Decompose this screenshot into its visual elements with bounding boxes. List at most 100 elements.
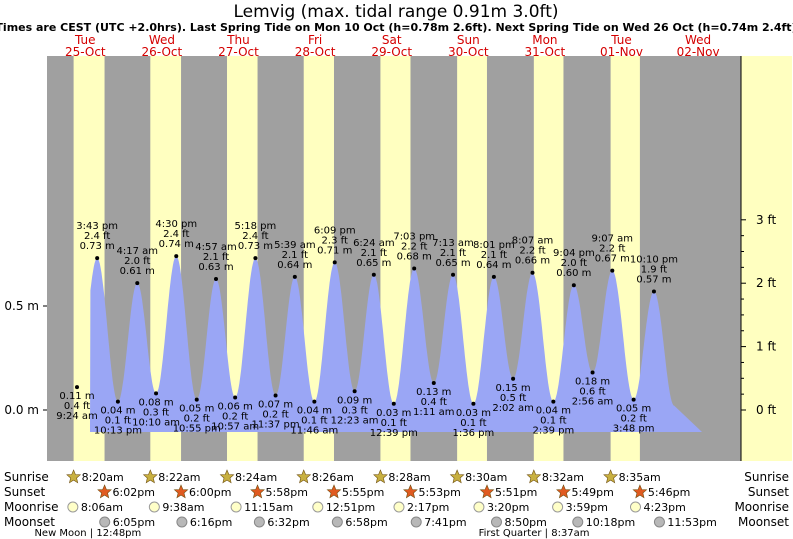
moonrise-time: 12:51pm	[326, 501, 375, 514]
sunrise-row-label-left: Sunrise	[4, 470, 49, 484]
moon-phase-label: New Moon | 12:48pm	[34, 528, 141, 539]
low-tide-label: 0.4 ft	[421, 397, 447, 408]
tide-point	[233, 395, 238, 400]
sunset-icon	[250, 484, 265, 499]
day-name: Mon	[532, 33, 557, 47]
low-tide-label: 0.05 m	[616, 404, 651, 415]
high-tide-label: 2.1 ft	[361, 248, 387, 259]
low-tide-label: 0.5 ft	[500, 393, 526, 404]
high-tide-label: 0.73 m	[238, 241, 273, 252]
high-tide-label: 0.60 m	[556, 268, 591, 279]
sunset-icon	[479, 484, 495, 499]
low-tide-label: 10:13 pm	[94, 426, 142, 437]
sunrise-time: 8:28am	[388, 471, 430, 484]
high-tide-label: 2.4 ft	[242, 231, 268, 242]
chart-title: Lemvig (max. tidal range 0.91m 3.0ft)	[233, 2, 558, 22]
moon-phase-label: First Quarter | 8:37am	[479, 528, 590, 539]
tide-point	[651, 289, 656, 294]
low-tide-label: 0.05 m	[179, 404, 214, 415]
sunrise-time: 8:32am	[542, 471, 584, 484]
day-date: 31-Oct	[525, 45, 566, 59]
chart-subtitle: Times are CEST (UTC +2.0hrs). Last Sprin…	[0, 21, 793, 34]
moonrise-time: 4:23pm	[643, 501, 685, 514]
tide-point	[631, 397, 636, 402]
tide-point	[391, 401, 396, 406]
high-tide-label: 0.68 m	[397, 252, 432, 263]
low-tide-label: 0.1 ft	[460, 418, 486, 429]
sunset-time: 5:58pm	[266, 486, 308, 499]
day-name: Fri	[308, 33, 322, 47]
tide-point	[253, 256, 258, 261]
sunset-time: 5:53pm	[418, 486, 460, 499]
high-tide-label: 4:17 am	[117, 246, 159, 257]
sunrise-row-label-right: Sunrise	[744, 470, 789, 484]
tide-point	[312, 399, 317, 404]
moonset-icon	[490, 516, 502, 528]
high-tide-label: 0.74 m	[159, 239, 194, 250]
moonrise-icon	[312, 501, 324, 513]
day-name: Sat	[382, 33, 402, 47]
tide-point	[451, 272, 456, 277]
moonset-icon	[331, 516, 343, 528]
low-tide-label: 0.1 ft	[381, 418, 407, 429]
high-tide-label: 0.71 m	[317, 245, 352, 256]
high-tide-label: 0.61 m	[120, 266, 155, 277]
tide-point	[412, 266, 417, 271]
low-tide-label: 0.1 ft	[105, 416, 131, 427]
high-tide-label: 0.65 m	[435, 258, 470, 269]
low-tide-label: 0.2 ft	[262, 409, 288, 420]
moonrise-time: 9:38am	[162, 501, 204, 514]
tide-point	[332, 260, 337, 265]
low-tide-label: 3:48 pm	[613, 424, 655, 435]
sunset-time: 6:00pm	[189, 486, 231, 499]
high-tide-label: 7:13 am	[432, 238, 474, 249]
tide-point	[154, 391, 159, 396]
low-tide-label: 9:24 am	[56, 411, 98, 422]
high-tide-label: 6:09 pm	[314, 225, 356, 236]
high-tide-label: 0.66 m	[515, 256, 550, 267]
high-tide-label: 9:04 pm	[553, 248, 595, 259]
sunrise-icon	[219, 469, 235, 484]
high-tide-label: 2.1 ft	[282, 250, 308, 261]
low-tide-label: 0.1 ft	[540, 416, 566, 427]
tide-point	[590, 370, 595, 375]
sunrise-time: 8:22am	[158, 471, 200, 484]
high-tide-label: 0.73 m	[80, 241, 115, 252]
day-name: Sun	[457, 33, 480, 47]
moonrise-icon	[629, 501, 641, 513]
moonset-icon	[410, 516, 422, 528]
low-tide-label: 1:36 pm	[453, 428, 495, 439]
low-tide-label: 0.2 ft	[222, 412, 248, 423]
moonrise-icon	[393, 501, 405, 513]
tide-point	[371, 272, 376, 277]
tide-point	[491, 274, 496, 279]
y-tick-label-right: 0 ft	[756, 403, 776, 417]
low-tide-label: 0.1 ft	[301, 416, 327, 427]
sunrise-time: 8:20am	[82, 471, 124, 484]
low-tide-label: 0.04 m	[536, 406, 571, 417]
y-tick-label-right: 1 ft	[756, 340, 776, 354]
high-tide-label: 2.3 ft	[322, 235, 348, 246]
daylight-band	[741, 56, 792, 461]
sunset-row-label-left: Sunset	[4, 485, 45, 499]
y-tick-label-left: 0.0 m	[4, 403, 39, 417]
high-tide-label: 5:39 am	[274, 240, 316, 251]
y-tick-label-right: 3 ft	[756, 213, 776, 227]
tide-point	[610, 268, 615, 273]
y-tick-label-right: 2 ft	[756, 276, 776, 290]
tide-labels: 0.11 m0.4 ft9:24 am3:43 pm2.4 ft0.73 m0.…	[56, 219, 678, 439]
sunset-time: 5:49pm	[571, 486, 613, 499]
moonrise-time: 3:59pm	[566, 501, 608, 514]
day-name: Wed	[149, 33, 175, 47]
sunrise-icon	[526, 469, 542, 484]
day-date: 25-Oct	[65, 45, 106, 59]
sunrise-time: 8:35am	[619, 471, 661, 484]
low-tide-label: 11:37 pm	[252, 419, 300, 430]
y-tick-label-left: 0.5 m	[4, 299, 39, 313]
moonrise-icon	[67, 501, 79, 513]
moonset-time: 7:41pm	[424, 516, 466, 529]
low-tide-label: 0.18 m	[575, 377, 610, 388]
high-tide-label: 2.1 ft	[440, 248, 466, 259]
